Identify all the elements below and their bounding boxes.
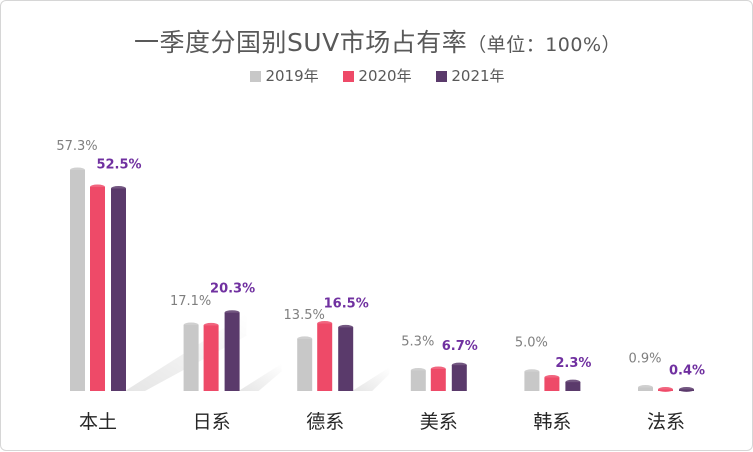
bar-cap-2-3 [451,362,467,368]
bar-cap-2-2 [338,324,354,330]
legend-swatch-2019 [250,71,262,82]
bar-2-1 [224,312,240,391]
bar-2-4 [565,382,581,391]
bar-cap-2-0 [111,186,126,192]
legend-swatch-2021 [436,71,448,82]
bar-shadow-2 [352,367,390,391]
bar-cap-0-2 [297,336,313,342]
legend-label-2019: 2019年 [265,67,319,85]
data-label-2-0: 52.5% [96,158,141,173]
chart-legend: 2019年 2020年 2021年 [1,65,753,86]
data-label-2-4: 2.3% [555,356,591,371]
bar-cap-0-3 [410,368,426,374]
bar-cap-1-3 [430,366,446,372]
bar-2-3 [451,365,467,391]
bar-1-4 [544,377,560,391]
data-label-0-3: 5.3% [401,335,434,350]
data-label-2-5: 0.4% [669,363,705,378]
legend-item-2020: 2020年 [343,65,412,86]
category-label-1: 日系 [193,411,231,433]
data-label-0-0: 57.3% [56,139,97,154]
legend-swatch-2020 [343,71,355,82]
bar-cap-1-4 [544,375,560,381]
category-label-3: 美系 [420,411,458,433]
data-label-0-4: 5.0% [515,336,548,351]
category-label-0: 本土 [79,411,117,433]
bar-cap-0-1 [183,322,199,328]
bar-cap-2-1 [224,310,240,316]
bar-0-3 [410,370,426,391]
bar-0-1 [183,325,199,391]
legend-label-2021: 2021年 [451,67,505,85]
bar-cap-0-0 [70,167,85,173]
bar-cap-2-4 [565,379,581,385]
data-label-0-2: 13.5% [284,308,325,323]
bar-cap-0-4 [524,369,540,375]
bar-0-2 [297,338,313,391]
bar-cap-1-5 [658,387,673,392]
bar-shadow-1 [238,363,282,391]
chart-unit-note: （单位：100%） [467,34,622,56]
bar-2-0 [111,188,126,391]
chart-title-text: 一季度分国别SUV市场占有率 [133,28,468,57]
bar-1-0 [90,186,105,391]
bar-2-2 [338,327,354,391]
data-label-2-3: 6.7% [442,339,478,354]
bar-0-4 [524,371,540,391]
bar-cap-0-5 [638,385,653,391]
bar-cap-1-1 [203,322,219,328]
data-label-2-1: 20.3% [210,282,255,297]
category-label-5: 法系 [647,411,685,433]
legend-item-2021: 2021年 [436,65,505,86]
legend-label-2020: 2020年 [358,67,412,85]
bar-1-2 [317,323,333,391]
bar-1-3 [430,369,446,391]
data-label-0-5: 0.9% [628,352,661,367]
category-label-2: 德系 [306,411,344,433]
data-label-2-2: 16.5% [324,296,369,311]
chart-title: 一季度分国别SUV市场占有率（单位：100%） [1,23,753,59]
data-label-0-1: 17.1% [170,294,211,309]
bar-0-0 [70,170,85,391]
bar-cap-1-2 [317,321,333,327]
legend-item-2019: 2019年 [250,65,319,86]
bar-cap-1-0 [90,184,105,190]
bar-cap-2-5 [679,386,694,392]
category-label-4: 韩系 [533,411,571,433]
bar-1-1 [203,325,219,391]
